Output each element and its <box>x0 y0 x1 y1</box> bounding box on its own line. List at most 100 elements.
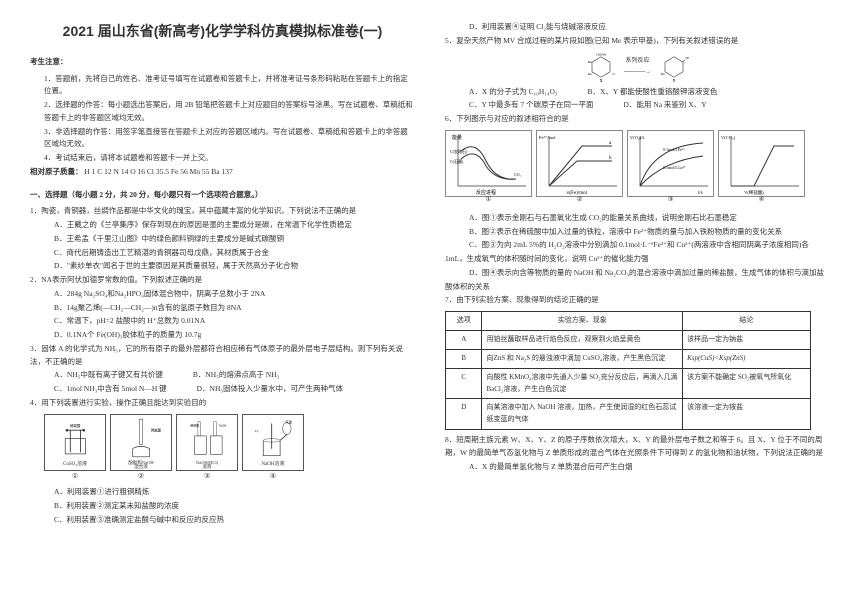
table-row: B 向ZnS 和 Na₂S 的悬浊液中滴加 CuSO₄溶液，产生黑色沉淀 Ksp… <box>446 349 811 368</box>
svg-text:Me: Me <box>661 71 666 75</box>
q3-stem: 3．固体 A 的化学式为 NH₅，它的所有原子的最外层都符合相应稀有气体原子的最… <box>30 343 415 369</box>
chart-num: ② <box>537 194 622 206</box>
cell: 该方案不能确定 SO₂被氧气所氧化 <box>683 368 811 399</box>
q4-opt-b: B．利用装置②测定某未知盐酸的浓度 <box>30 500 415 513</box>
q4-stem: 4．用下列装置进行实验，操作正确且能达到实验目的 <box>30 397 415 410</box>
q3-opt-a: A．NH₅中既有离子键又有共价键 <box>54 369 163 382</box>
svg-text:Cl₂: Cl₂ <box>254 428 258 432</box>
line-chart-icon: a b n(Fe)/mol Fe²⁺/mol <box>537 131 622 196</box>
svg-text:NaOH: NaOH <box>219 423 227 427</box>
chart-3: 0.1mol/LFe³⁺ 0.1mol/LCu²⁺ t/s V(O₂)/L ③ <box>627 130 714 197</box>
apparatus-4-icon: Cl₂ 气球 <box>248 415 299 462</box>
q5-opt-c: C．Y 中最多有 7 个碳原子在同一平面 <box>469 99 594 112</box>
structure-x-icon: COOMe Me Me O X <box>586 52 616 82</box>
q2-opt-a: A．284g Na₂SO₄和Na₂HPO₄固体混合物中，阴离子总数小于 2NA <box>30 288 415 301</box>
q5-ab-row: A．X 的分子式为 C₁₀H₁₄O₃ B．X、Y 都能使酸性重铬酸钾溶液变色 <box>445 86 830 99</box>
notice-line: 4．考试结束后，请将本试题卷和答题卡一并上交。 <box>30 152 415 165</box>
q4-opt-a: A．利用装置①进行粗铜精炼 <box>30 486 415 499</box>
cell: B <box>446 349 482 368</box>
th-option: 选项 <box>446 312 482 331</box>
q4-diagrams: 稀硫酸 CuSO₄溶液 ① 稀盐酸 酚酞和NaOH混合液 ② <box>44 414 415 483</box>
diagram-num: ③ <box>176 471 238 483</box>
q3-opt-c: C．1mol NH₃中含有 5mol N—H 键 <box>54 383 167 396</box>
diagram-box: Cl₂ 气球 NaOH溶液 <box>242 414 304 471</box>
table-row: A 用铂丝蘸取样品进行焰色反应，观察到火焰呈黄色 该样品一定为钠盐 <box>446 330 811 349</box>
q3-opt-b: B．NH₅的熔沸点高于 NH₃ <box>193 369 279 382</box>
q4-opt-d: D．利用装置④证明 Cl₂能与烧碱溶液反应 <box>445 21 830 34</box>
svg-text:0.1mol/LFe³⁺: 0.1mol/LFe³⁺ <box>663 147 685 152</box>
chart-4: V(稀盐酸) V(CO₂) ④ <box>718 130 805 197</box>
q3-opt-d: D．NH₅固体投入少量水中，可产生两种气体 <box>197 383 343 396</box>
table-row: C 向酸性 KMnO₄溶液中先通入少量 SO₂充分反应后，再滴入几滴 BaCl₂… <box>446 368 811 399</box>
q7-stem: 7．由下列实验方案、现象得到的结论正确的是 <box>445 294 830 307</box>
svg-text:V(O₂)/L: V(O₂)/L <box>630 135 645 140</box>
q5-stem: 5．复杂天然产物 MV 合成过程的某片段如图(已知 Me 表示甲基)，下列有关叙… <box>445 35 830 48</box>
diagram-label: CuSO₄溶液 <box>63 461 87 470</box>
svg-text:稀硫酸: 稀硫酸 <box>70 422 81 427</box>
svg-text:V(CO₂): V(CO₂) <box>721 135 736 140</box>
chart-num: ③ <box>628 194 713 206</box>
q1-opt-b: B．王希孟《千里江山图》中的绿色颜料铜绿的主要成分是碱式碳酸铜 <box>30 233 415 246</box>
svg-text:a: a <box>609 141 612 146</box>
q6-stem: 6．下列图示与对应的叙述相符合的是 <box>445 113 830 126</box>
notice-line: 3．非选择题的作答：用签字笔直接答在答题卡上对应的答题区域内。写在试题卷、草稿纸… <box>30 126 415 152</box>
svg-text:OH: OH <box>686 56 690 60</box>
q2-opt-b: B．14g聚乙烯(—CH₂—CH₂—)n含有的氢原子数目为 8NA <box>30 302 415 315</box>
cell: Ksp(CuS)<Ksp(ZnS) <box>683 349 811 368</box>
q6-opt-d: D．图④表示向含等物质的量的 NaOH 和 Na₂CO₃的混合溶液中滴加过量的稀… <box>445 267 830 280</box>
svg-text:稀盐酸: 稀盐酸 <box>190 422 199 427</box>
chart-num: ① <box>446 194 531 206</box>
svg-text:C(金刚石): C(金刚石) <box>450 148 468 154</box>
th-conclusion: 结论 <box>683 312 811 331</box>
q2-stem: 2．NA表示阿伏加德罗常数的值。下列叙述正确的是 <box>30 274 415 287</box>
q3-ab-row: A．NH₅中既有离子键又有共价键 B．NH₅的熔沸点高于 NH₃ <box>30 369 415 382</box>
q4-diagram-4: Cl₂ 气球 NaOH溶液 ④ <box>242 414 304 483</box>
apparatus-3-icon: 稀盐酸 NaOH <box>182 415 232 461</box>
notice-head: 考生注意： <box>30 56 415 69</box>
q1-stem: 1．陶瓷，青铜器，丝绸作品都是中华文化的瑰宝，其中蕴藏丰富的化学知识。下列说法不… <box>30 205 415 218</box>
q6-opt-b: B．图②表示在稀硫酸中加入过量的铁粒，溶液中 Fe²⁺物质的量与加入铁粉物质的量… <box>445 226 830 239</box>
q1-opt-c: C．商代后期铸造出工艺精湛的青铜器司母戊鼎，其材质属于合金 <box>30 247 415 260</box>
cell: C <box>446 368 482 399</box>
diagram-label: NaOH(HCl)溶液 <box>196 461 218 470</box>
left-column: 2021 届山东省(新高考)化学学科仿真模拟标准卷(一) 考生注意： 1．答题前… <box>30 20 415 528</box>
q5-cd-row: C．Y 中最多有 7 个碳原子在同一平面 D．能用 Na 来鉴别 X、Y <box>445 99 830 112</box>
cell: 用铂丝蘸取样品进行焰色反应，观察到火焰呈黄色 <box>482 330 683 349</box>
notice-line: 2．选择题的作答：每小题选出答案后，用 2B 铅笔把答题卡上对应题目的答案标号涂… <box>30 99 415 125</box>
svg-text:0.1mol/LCu²⁺: 0.1mol/LCu²⁺ <box>663 165 686 170</box>
svg-text:CO₂: CO₂ <box>514 172 522 177</box>
apparatus-1-icon: 稀硫酸 <box>50 415 101 462</box>
diagram-num: ④ <box>242 471 304 483</box>
svg-text:能量: 能量 <box>452 134 462 141</box>
cell: 向酸性 KMnO₄溶液中先通入少量 SO₂充分反应后，再滴入几滴 BaCl₂溶液… <box>482 368 683 399</box>
svg-text:Me: Me <box>588 71 593 75</box>
q5-opt-d: D．能用 Na 来鉴别 X、Y <box>624 99 707 112</box>
q1-opt-d: D．"素纱单衣"闻名于世的主要原因是其质量很轻，属于天然高分子化合物 <box>30 260 415 273</box>
q5-opt-b: B．X、Y 都能使酸性重铬酸钾溶液变色 <box>588 86 718 99</box>
energy-chart-icon: C(金刚石) C(石墨) CO₂ 反应进程 能量 <box>446 131 531 196</box>
q7-table: 选项 实验方案、现象 结论 A 用铂丝蘸取样品进行焰色反应，观察到火焰呈黄色 该… <box>445 311 811 430</box>
chart-2: a b n(Fe)/mol Fe²⁺/mol ② <box>536 130 623 197</box>
notice-line: 1．答题前，先将自己的姓名、准考证号填写在试题卷和答题卡上，并将准考证号条形码粘… <box>30 73 415 99</box>
q4-opt-c: C．利用装置③准确测定盐酸与碱中和反应的反应热 <box>30 514 415 527</box>
volume-chart-icon: V(稀盐酸) V(CO₂) <box>719 131 804 196</box>
atomic-mass: 相对原子质量： H 1 C 12 N 14 O 16 Cl 35.5 Fe 56… <box>30 166 415 179</box>
mass-label: 相对原子质量： <box>30 167 83 176</box>
table-header-row: 选项 实验方案、现象 结论 <box>446 312 811 331</box>
chart-num: ④ <box>719 194 804 206</box>
chart-1: C(金刚石) C(石墨) CO₂ 反应进程 能量 ① <box>445 130 532 197</box>
q6-charts: C(金刚石) C(石墨) CO₂ 反应进程 能量 ① a b n(Fe)/mol <box>445 130 830 197</box>
diagram-box: 稀盐酸 酚酞和NaOH混合液 <box>110 414 172 471</box>
q6-opt-c2: 1mL，生成氧气的体积随时间的变化，说明 Cu²⁺的催化能力强 <box>445 253 830 266</box>
diagram-num: ① <box>44 471 106 483</box>
diagram-label: NaOH溶液 <box>261 461 284 470</box>
svg-text:O: O <box>612 71 615 75</box>
q6-opt-c: C．图③为向 2mL 5%的 H₂O₂溶液中分别滴加 0.1mol·L⁻¹Fe³… <box>445 239 830 252</box>
svg-text:Fe²⁺/mol: Fe²⁺/mol <box>539 135 556 140</box>
svg-text:b: b <box>609 156 612 161</box>
q8-stem: 8．短周期主族元素 W、X、Y、Z 的原子序数依次增大，X、Y 的最外层电子数之… <box>445 434 830 460</box>
curve-chart-icon: 0.1mol/LFe³⁺ 0.1mol/LCu²⁺ t/s V(O₂)/L <box>628 131 713 196</box>
q4-diagram-2: 稀盐酸 酚酞和NaOH混合液 ② <box>110 414 172 483</box>
svg-text:Me: Me <box>588 59 593 63</box>
q5-opt-a: A．X 的分子式为 C₁₀H₁₄O₃ <box>469 86 558 99</box>
